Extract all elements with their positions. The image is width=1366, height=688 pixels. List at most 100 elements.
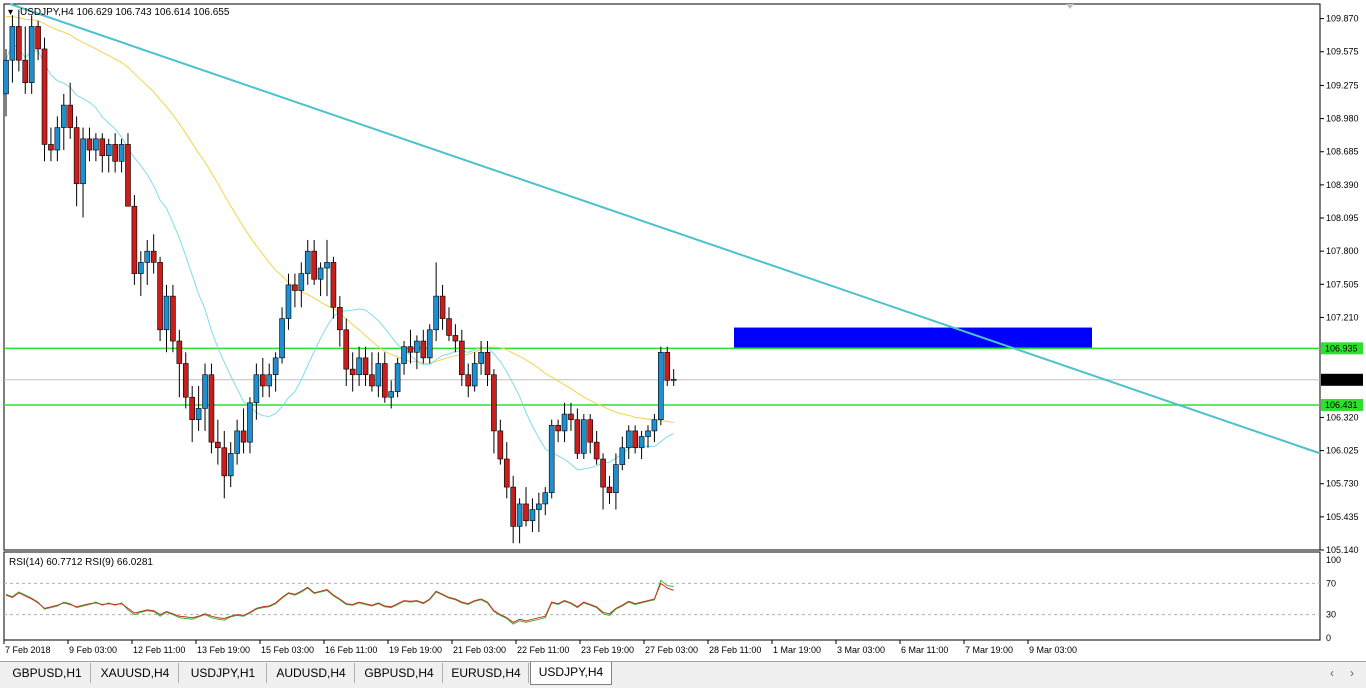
scroll-left-icon[interactable]: ‹: [1330, 666, 1334, 680]
candle[interactable]: [298, 262, 305, 308]
tab-gbpusd-h4[interactable]: GBPUSD,H4: [356, 663, 443, 683]
candle[interactable]: [279, 307, 285, 364]
candle[interactable]: [266, 363, 273, 398]
price-pane[interactable]: [3, 3, 1321, 551]
candle[interactable]: [613, 453, 619, 510]
candle[interactable]: [157, 256, 163, 342]
candle[interactable]: [285, 273, 292, 330]
candle[interactable]: [664, 346, 671, 386]
candle[interactable]: [41, 37, 48, 162]
candle[interactable]: [369, 352, 375, 392]
candle[interactable]: [548, 419, 555, 499]
candle[interactable]: [67, 82, 73, 139]
tab-audusd-h4[interactable]: AUDUSD,H4: [268, 663, 355, 683]
candle[interactable]: [568, 402, 574, 431]
candle[interactable]: [144, 239, 151, 285]
candle[interactable]: [426, 324, 433, 364]
candle[interactable]: [580, 414, 587, 459]
candle[interactable]: [523, 487, 529, 527]
candle[interactable]: [401, 341, 407, 375]
candle[interactable]: [234, 419, 240, 465]
tab-usdjpy-h1[interactable]: USDJPY,H1: [180, 663, 267, 683]
chart-canvas[interactable]: 109.870 109.575 109.275 108.980 108.685 108.3…: [0, 0, 1366, 660]
menu-triangle-icon[interactable]: ▾: [8, 7, 13, 18]
candle[interactable]: [497, 419, 504, 465]
candle[interactable]: [478, 341, 484, 375]
candle[interactable]: [80, 127, 86, 218]
candle[interactable]: [112, 133, 118, 173]
candle[interactable]: [125, 133, 131, 207]
candle[interactable]: [388, 380, 395, 409]
candle[interactable]: [22, 26, 29, 94]
candle[interactable]: [471, 352, 478, 392]
candle[interactable]: [304, 239, 311, 285]
tab-xauusd-h4[interactable]: XAUUSD,H4: [92, 663, 179, 683]
candle[interactable]: [86, 127, 93, 162]
candle[interactable]: [215, 419, 221, 465]
candle[interactable]: [118, 138, 125, 173]
candle[interactable]: [459, 329, 465, 386]
candle[interactable]: [259, 357, 266, 398]
candle[interactable]: [414, 335, 420, 370]
rsi-pane[interactable]: [3, 551, 1321, 641]
candle[interactable]: [240, 408, 247, 454]
candle[interactable]: [189, 385, 195, 443]
chart-shift-marker[interactable]: [1066, 4, 1074, 9]
candle[interactable]: [516, 498, 523, 544]
candle[interactable]: [163, 284, 170, 353]
candle[interactable]: [202, 363, 208, 431]
candle[interactable]: [407, 329, 414, 364]
candle[interactable]: [593, 430, 600, 465]
candle[interactable]: [510, 475, 516, 544]
candle[interactable]: [3, 48, 9, 117]
candle[interactable]: [247, 397, 253, 454]
candle[interactable]: [272, 352, 279, 392]
candle[interactable]: [195, 385, 202, 431]
candle[interactable]: [658, 346, 664, 426]
candle[interactable]: [208, 363, 215, 454]
candle[interactable]: [138, 251, 144, 297]
candle[interactable]: [330, 256, 337, 319]
candle[interactable]: [606, 475, 613, 504]
tab-eurusd-h4[interactable]: EURUSD,H4: [444, 663, 529, 683]
candle[interactable]: [394, 357, 401, 398]
candle[interactable]: [317, 262, 324, 297]
candle[interactable]: [433, 262, 439, 342]
candle[interactable]: [311, 239, 317, 285]
candle[interactable]: [343, 318, 350, 386]
candle[interactable]: [439, 284, 446, 330]
candle[interactable]: [60, 93, 67, 151]
chart-window[interactable]: 109.870 109.575 109.275 108.980 108.685 108.3…: [0, 0, 1366, 660]
candle[interactable]: [182, 352, 189, 409]
candle[interactable]: [324, 239, 330, 297]
candle[interactable]: [253, 363, 260, 420]
candle[interactable]: [54, 116, 61, 162]
candle[interactable]: [105, 138, 112, 173]
candle[interactable]: [381, 352, 388, 403]
candle[interactable]: [9, 15, 16, 83]
candle[interactable]: [292, 273, 298, 308]
candle[interactable]: [420, 329, 427, 364]
scroll-right-icon[interactable]: ›: [1350, 666, 1354, 680]
candle[interactable]: [16, 9, 22, 72]
candle[interactable]: [73, 116, 80, 207]
candle[interactable]: [337, 296, 343, 347]
candle[interactable]: [574, 408, 581, 459]
candle[interactable]: [542, 487, 549, 516]
candle[interactable]: [645, 425, 651, 448]
candle[interactable]: [536, 492, 542, 533]
candle[interactable]: [561, 402, 568, 443]
candle[interactable]: [349, 352, 356, 392]
candle[interactable]: [93, 133, 99, 162]
candle[interactable]: [670, 369, 677, 386]
candle[interactable]: [651, 414, 658, 443]
candle[interactable]: [619, 436, 626, 471]
candle[interactable]: [375, 352, 382, 398]
trendline[interactable]: [9, 3, 1321, 455]
candle[interactable]: [446, 307, 452, 342]
supply-zone[interactable]: [734, 327, 1092, 348]
candle[interactable]: [227, 442, 234, 488]
candle[interactable]: [529, 498, 536, 533]
candle[interactable]: [170, 284, 176, 353]
candle[interactable]: [131, 194, 138, 285]
